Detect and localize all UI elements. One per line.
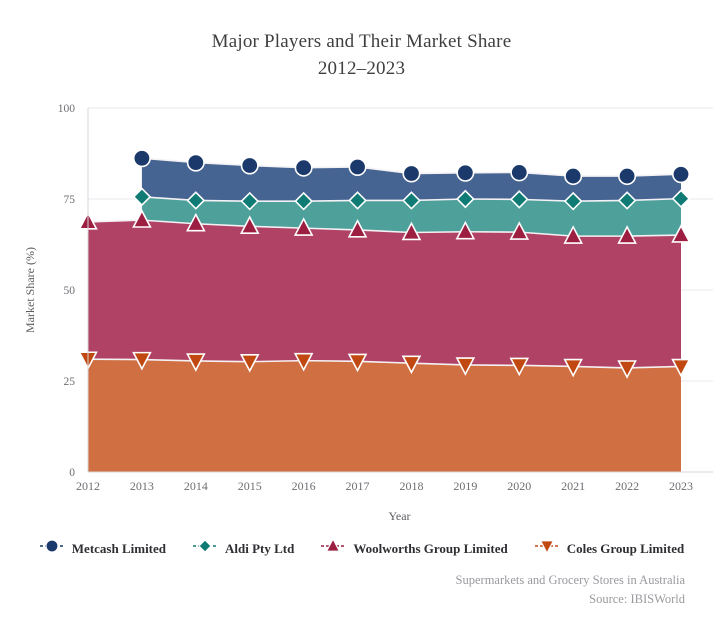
data-point-aldi-pty-ltd-2014 [186,191,206,210]
data-point-coles-group-limited-2014 [186,353,206,372]
data-point-coles-group-limited-2013 [132,351,152,371]
data-point-coles-group-limited-2019 [455,357,476,376]
x-tick-label-2012: 2012 [76,479,100,493]
data-point-metcash-limited-2017 [348,157,367,176]
x-tick-label-2015: 2015 [238,479,262,493]
data-point-aldi-pty-ltd-2015 [240,191,260,211]
data-point-metcash-limited-2014 [186,153,205,172]
data-point-woolworths-group-limited-2023 [671,224,691,243]
x-tick-label-2022: 2022 [615,479,639,493]
legend-label: Metcash Limited [71,540,167,556]
chart-legend: Metcash Limited Aldi Pty Ltd Woolworths Gr… [0,537,723,560]
chart-title-line-1: Major Players and Their Market Share [211,31,512,52]
data-point-aldi-pty-ltd-2017 [348,191,367,210]
x-tick-label-2018: 2018 [399,479,423,493]
data-point-coles-group-limited-2021 [563,358,583,378]
y-tick-label-100: 100 [58,103,76,115]
data-point-metcash-limited-2013 [132,149,151,168]
data-point-woolworths-group-limited-2015 [239,215,260,234]
legend-label: Coles Group Limited [566,540,685,556]
x-axis-title: Year [388,509,410,523]
data-point-aldi-pty-ltd-2020 [509,190,529,209]
data-point-aldi-pty-ltd-2023 [671,189,691,208]
legend-item-metcash-limited[interactable]: Metcash Limited [39,537,166,560]
x-tick-label-2014: 2014 [184,479,208,493]
data-point-woolworths-group-limited-2017 [347,219,368,238]
data-point-woolworths-group-limited-2018 [401,221,422,241]
data-point-coles-group-limited-2023 [671,358,691,378]
area-band-aldi-pty-ltd [141,196,682,237]
x-tick-label-2013: 2013 [130,479,154,493]
data-point-coles-group-limited-2018 [401,355,422,375]
x-tick-label-2016: 2016 [292,479,316,493]
triangle-down-marker-icon [534,537,560,560]
data-point-aldi-pty-ltd-2021 [563,191,583,211]
area-band-coles-group-limited [88,359,681,472]
data-point-metcash-limited-2019 [456,163,475,182]
data-point-metcash-limited-2023 [671,165,690,184]
data-point-coles-group-limited-2017 [347,353,368,373]
data-point-woolworths-group-limited-2019 [455,220,476,240]
area-band-woolworths-group-limited [88,220,681,368]
data-point-coles-group-limited-2022 [617,360,637,379]
chart-footer: Supermarkets and Grocery Stores in Austr… [456,571,685,609]
y-tick-label-0: 0 [69,467,75,479]
data-point-coles-group-limited-2016 [293,352,314,372]
data-point-aldi-pty-ltd-2022 [617,191,637,210]
data-point-woolworths-group-limited-2013 [132,209,152,228]
series-line-coles-group-limited [87,358,682,369]
x-tick-label-2023: 2023 [669,479,693,493]
legend-label: Aldi Pty Ltd [225,540,295,556]
footer-industry: Supermarkets and Grocery Stores in Austr… [455,573,685,587]
data-point-metcash-limited-2018 [402,164,421,183]
y-axis-title: Market Share (%) [23,247,37,333]
data-point-metcash-limited-2015 [240,156,259,175]
footer-source: Source: IBISWorld [589,592,685,606]
triangle-up-marker-icon [320,537,346,560]
data-point-aldi-pty-ltd-2018 [402,191,421,210]
data-point-coles-group-limited-2015 [239,354,260,373]
legend-item-woolworths-group-limited[interactable]: Woolworths Group Limited [320,537,508,560]
data-point-woolworths-group-limited-2020 [509,221,530,240]
data-point-woolworths-group-limited-2016 [293,217,314,236]
y-tick-label-50: 50 [64,285,76,297]
legend-item-coles-group-limited[interactable]: Coles Group Limited [534,537,685,560]
data-point-woolworths-group-limited-2014 [186,212,206,232]
data-point-metcash-limited-2020 [510,163,529,182]
x-tick-label-2020: 2020 [507,479,531,493]
chart-title-line-2: 2012–2023 [317,58,406,79]
x-tick-label-2019: 2019 [453,479,477,493]
x-tick-label-2017: 2017 [346,479,370,493]
data-point-metcash-limited-2021 [564,167,583,186]
legend-label: Woolworths Group Limited [353,540,508,556]
data-point-aldi-pty-ltd-2013 [132,187,152,207]
circle-marker-icon [39,537,65,560]
data-point-metcash-limited-2016 [294,158,313,177]
y-tick-label-25: 25 [64,376,76,388]
legend-item-aldi-pty-ltd[interactable]: Aldi Pty Ltd [192,537,294,560]
data-point-woolworths-group-limited-2022 [617,225,637,244]
y-tick-label-75: 75 [64,194,76,206]
data-point-metcash-limited-2022 [618,167,637,186]
x-tick-label-2021: 2021 [561,479,585,493]
diamond-marker-icon [192,537,218,560]
series-line-woolworths-group-limited [87,219,682,237]
data-point-aldi-pty-ltd-2019 [456,189,475,209]
data-point-aldi-pty-ltd-2016 [294,191,313,211]
data-point-woolworths-group-limited-2021 [563,225,583,244]
data-point-coles-group-limited-2020 [509,357,530,377]
chart-title: Major Players and Their Market Share 201… [0,28,723,82]
